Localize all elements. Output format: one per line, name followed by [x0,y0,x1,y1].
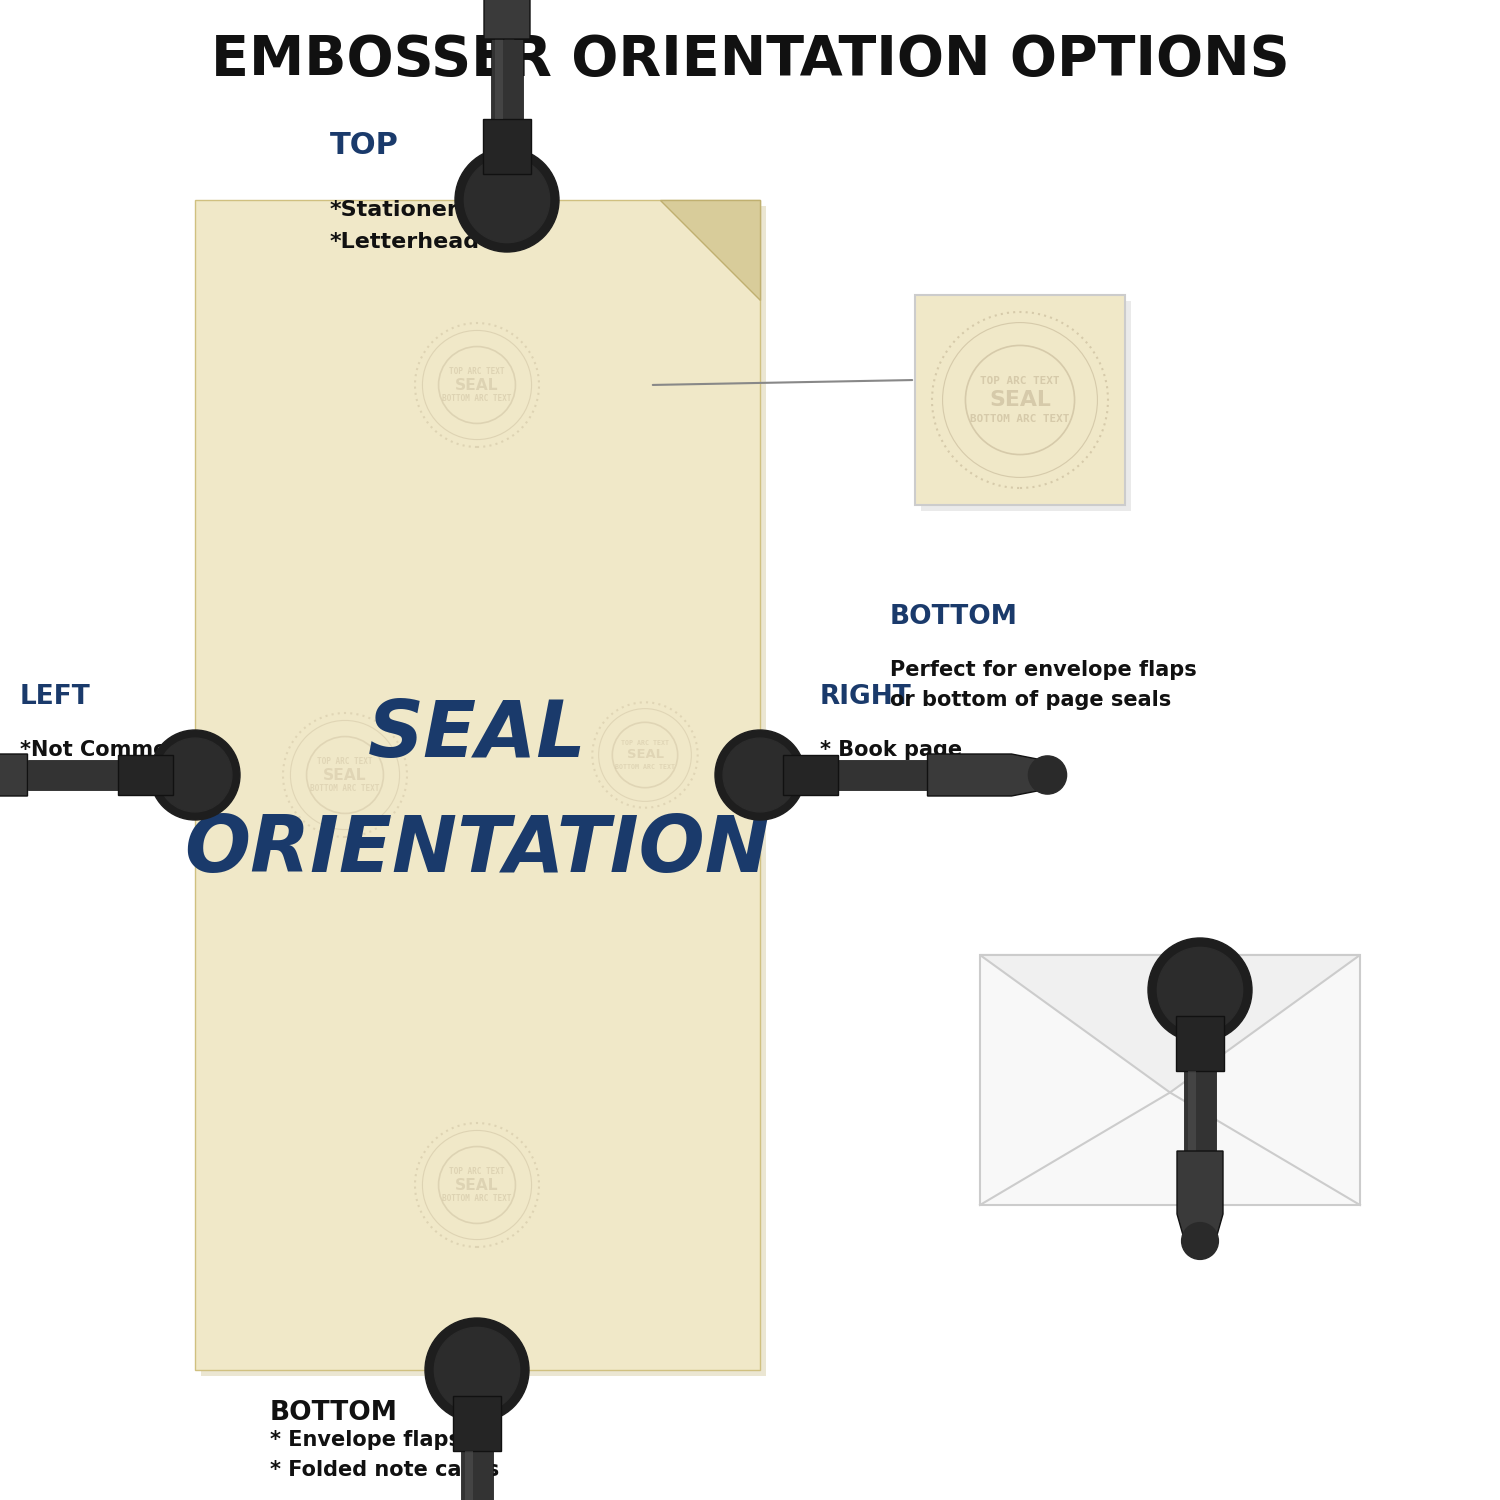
Bar [1176,1016,1224,1071]
Bar [980,956,1360,1204]
Polygon shape [927,754,1047,796]
Text: BOTTOM ARC TEXT: BOTTOM ARC TEXT [615,764,675,770]
Text: TOP: TOP [330,130,399,160]
Text: *Stationery: *Stationery [330,200,474,220]
Text: TOP ARC TEXT: TOP ARC TEXT [621,741,669,747]
Polygon shape [0,754,27,796]
Circle shape [1029,756,1066,794]
Text: TOP ARC TEXT: TOP ARC TEXT [450,1167,504,1176]
Circle shape [1148,938,1252,1042]
Circle shape [158,738,232,812]
Circle shape [716,730,806,821]
Text: SEAL: SEAL [988,390,1052,410]
Bar [921,302,1131,512]
Polygon shape [980,956,1360,1092]
Bar [1184,1071,1216,1150]
Circle shape [1182,1222,1218,1260]
Text: TOP ARC TEXT: TOP ARC TEXT [1179,976,1221,982]
Bar [837,760,927,790]
Text: * Book page: * Book page [821,740,962,760]
Circle shape [150,730,240,821]
Text: TOP ARC TEXT: TOP ARC TEXT [318,758,372,766]
Circle shape [454,148,560,252]
Text: BOTTOM: BOTTOM [890,604,1019,630]
Text: SEAL: SEAL [368,698,586,772]
Text: SEAL: SEAL [627,748,663,762]
Text: RIGHT: RIGHT [821,684,912,709]
Bar [495,39,502,119]
Text: EMBOSSER ORIENTATION OPTIONS: EMBOSSER ORIENTATION OPTIONS [210,33,1290,87]
Text: ORIENTATION: ORIENTATION [184,812,770,888]
Bar [453,1396,501,1450]
Text: LEFT: LEFT [20,684,90,709]
Text: or bottom of page seals: or bottom of page seals [890,690,1172,709]
Bar [490,39,524,119]
Bar [460,1450,494,1500]
Polygon shape [660,200,760,300]
Text: SEAL: SEAL [456,1178,498,1192]
Bar [783,754,837,795]
Bar [483,118,531,174]
Text: BOTTOM ARC TEXT: BOTTOM ARC TEXT [1173,998,1227,1004]
Text: *Letterhead: *Letterhead [330,232,480,252]
Circle shape [435,1328,519,1413]
Text: TOP ARC TEXT: TOP ARC TEXT [450,368,504,376]
Text: BOTTOM ARC TEXT: BOTTOM ARC TEXT [442,394,512,404]
Text: * Folded note cards: * Folded note cards [270,1460,500,1480]
Bar [117,754,172,795]
Text: BOTTOM: BOTTOM [270,1400,398,1426]
Text: SEAL: SEAL [1184,984,1216,996]
Bar [201,206,766,1376]
Text: TOP ARC TEXT: TOP ARC TEXT [981,375,1059,386]
Text: BOTTOM ARC TEXT: BOTTOM ARC TEXT [310,784,380,794]
Bar [1188,1071,1196,1150]
Text: * Envelope flaps: * Envelope flaps [270,1430,460,1450]
Circle shape [1158,948,1242,1032]
Bar [27,760,117,790]
Bar [195,200,760,1370]
Circle shape [465,158,549,243]
Polygon shape [1178,1150,1222,1240]
Circle shape [424,1318,530,1422]
Text: BOTTOM ARC TEXT: BOTTOM ARC TEXT [970,414,1070,424]
Bar [465,1450,472,1500]
Polygon shape [484,0,530,39]
Text: BOTTOM ARC TEXT: BOTTOM ARC TEXT [442,1194,512,1203]
Bar [915,296,1125,506]
Text: SEAL: SEAL [324,768,366,783]
Circle shape [723,738,797,812]
Text: SEAL: SEAL [456,378,498,393]
Text: Perfect for envelope flaps: Perfect for envelope flaps [890,660,1197,680]
Text: *Not Common: *Not Common [20,740,183,760]
